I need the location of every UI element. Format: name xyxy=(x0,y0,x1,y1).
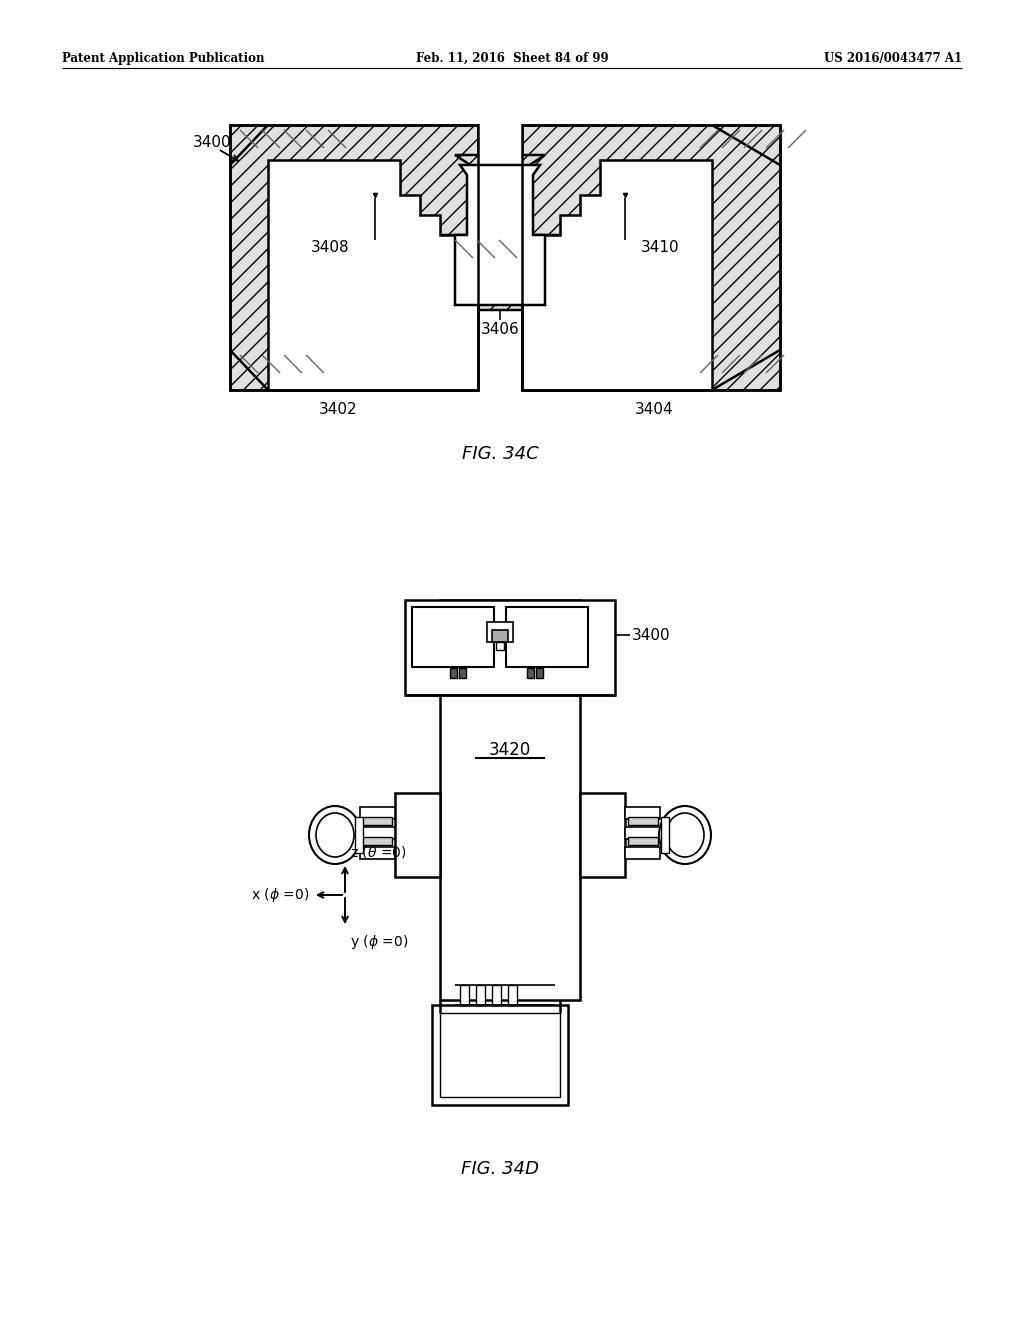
Bar xyxy=(536,668,543,678)
Text: y ($\phi$ =0): y ($\phi$ =0) xyxy=(350,933,409,950)
Bar xyxy=(362,837,392,845)
Bar xyxy=(412,607,494,667)
Text: 3406: 3406 xyxy=(480,322,519,338)
Bar xyxy=(580,793,625,876)
Polygon shape xyxy=(268,160,478,389)
Polygon shape xyxy=(455,165,545,305)
Bar xyxy=(432,1005,568,1105)
Text: Patent Application Publication: Patent Application Publication xyxy=(62,51,264,65)
Polygon shape xyxy=(440,154,560,310)
Bar xyxy=(395,793,440,876)
Bar xyxy=(628,817,658,825)
Bar xyxy=(492,985,501,1005)
Bar xyxy=(496,642,504,649)
Text: US 2016/0043477 A1: US 2016/0043477 A1 xyxy=(824,51,962,65)
Ellipse shape xyxy=(316,813,354,857)
Ellipse shape xyxy=(666,813,705,857)
Text: 3400: 3400 xyxy=(193,135,231,150)
Text: FIG. 34C: FIG. 34C xyxy=(462,445,539,463)
Bar xyxy=(355,817,362,853)
Bar xyxy=(459,668,466,678)
Bar xyxy=(476,985,485,1005)
Text: 3420: 3420 xyxy=(488,741,531,759)
Bar xyxy=(362,817,392,825)
Bar xyxy=(460,985,469,1005)
Text: z ($\theta$ =0): z ($\theta$ =0) xyxy=(350,843,407,861)
Bar xyxy=(625,847,660,859)
Bar xyxy=(625,807,660,818)
Ellipse shape xyxy=(659,807,711,865)
Bar xyxy=(492,630,508,642)
Polygon shape xyxy=(230,125,478,389)
Text: 3402: 3402 xyxy=(318,403,357,417)
Text: 3410: 3410 xyxy=(641,240,679,256)
Text: 3400: 3400 xyxy=(632,627,671,643)
Bar xyxy=(527,668,534,678)
Polygon shape xyxy=(522,160,712,389)
Bar xyxy=(440,1012,560,1097)
Bar xyxy=(406,601,615,696)
Bar xyxy=(628,837,658,845)
Bar xyxy=(625,828,660,840)
Text: x ($\phi$ =0): x ($\phi$ =0) xyxy=(251,886,309,904)
Polygon shape xyxy=(522,125,780,389)
Text: 3408: 3408 xyxy=(310,240,349,256)
Bar xyxy=(360,828,395,840)
Text: Feb. 11, 2016  Sheet 84 of 99: Feb. 11, 2016 Sheet 84 of 99 xyxy=(416,51,608,65)
Text: 3404: 3404 xyxy=(635,403,674,417)
Text: FIG. 34D: FIG. 34D xyxy=(461,1160,539,1177)
Bar xyxy=(508,985,517,1005)
Ellipse shape xyxy=(309,807,361,865)
Bar xyxy=(662,817,669,853)
Bar xyxy=(450,668,457,678)
Bar xyxy=(478,125,522,235)
Bar xyxy=(360,847,395,859)
Bar xyxy=(487,622,513,642)
Bar xyxy=(506,607,588,667)
Bar xyxy=(360,807,395,818)
Bar xyxy=(440,601,580,1001)
